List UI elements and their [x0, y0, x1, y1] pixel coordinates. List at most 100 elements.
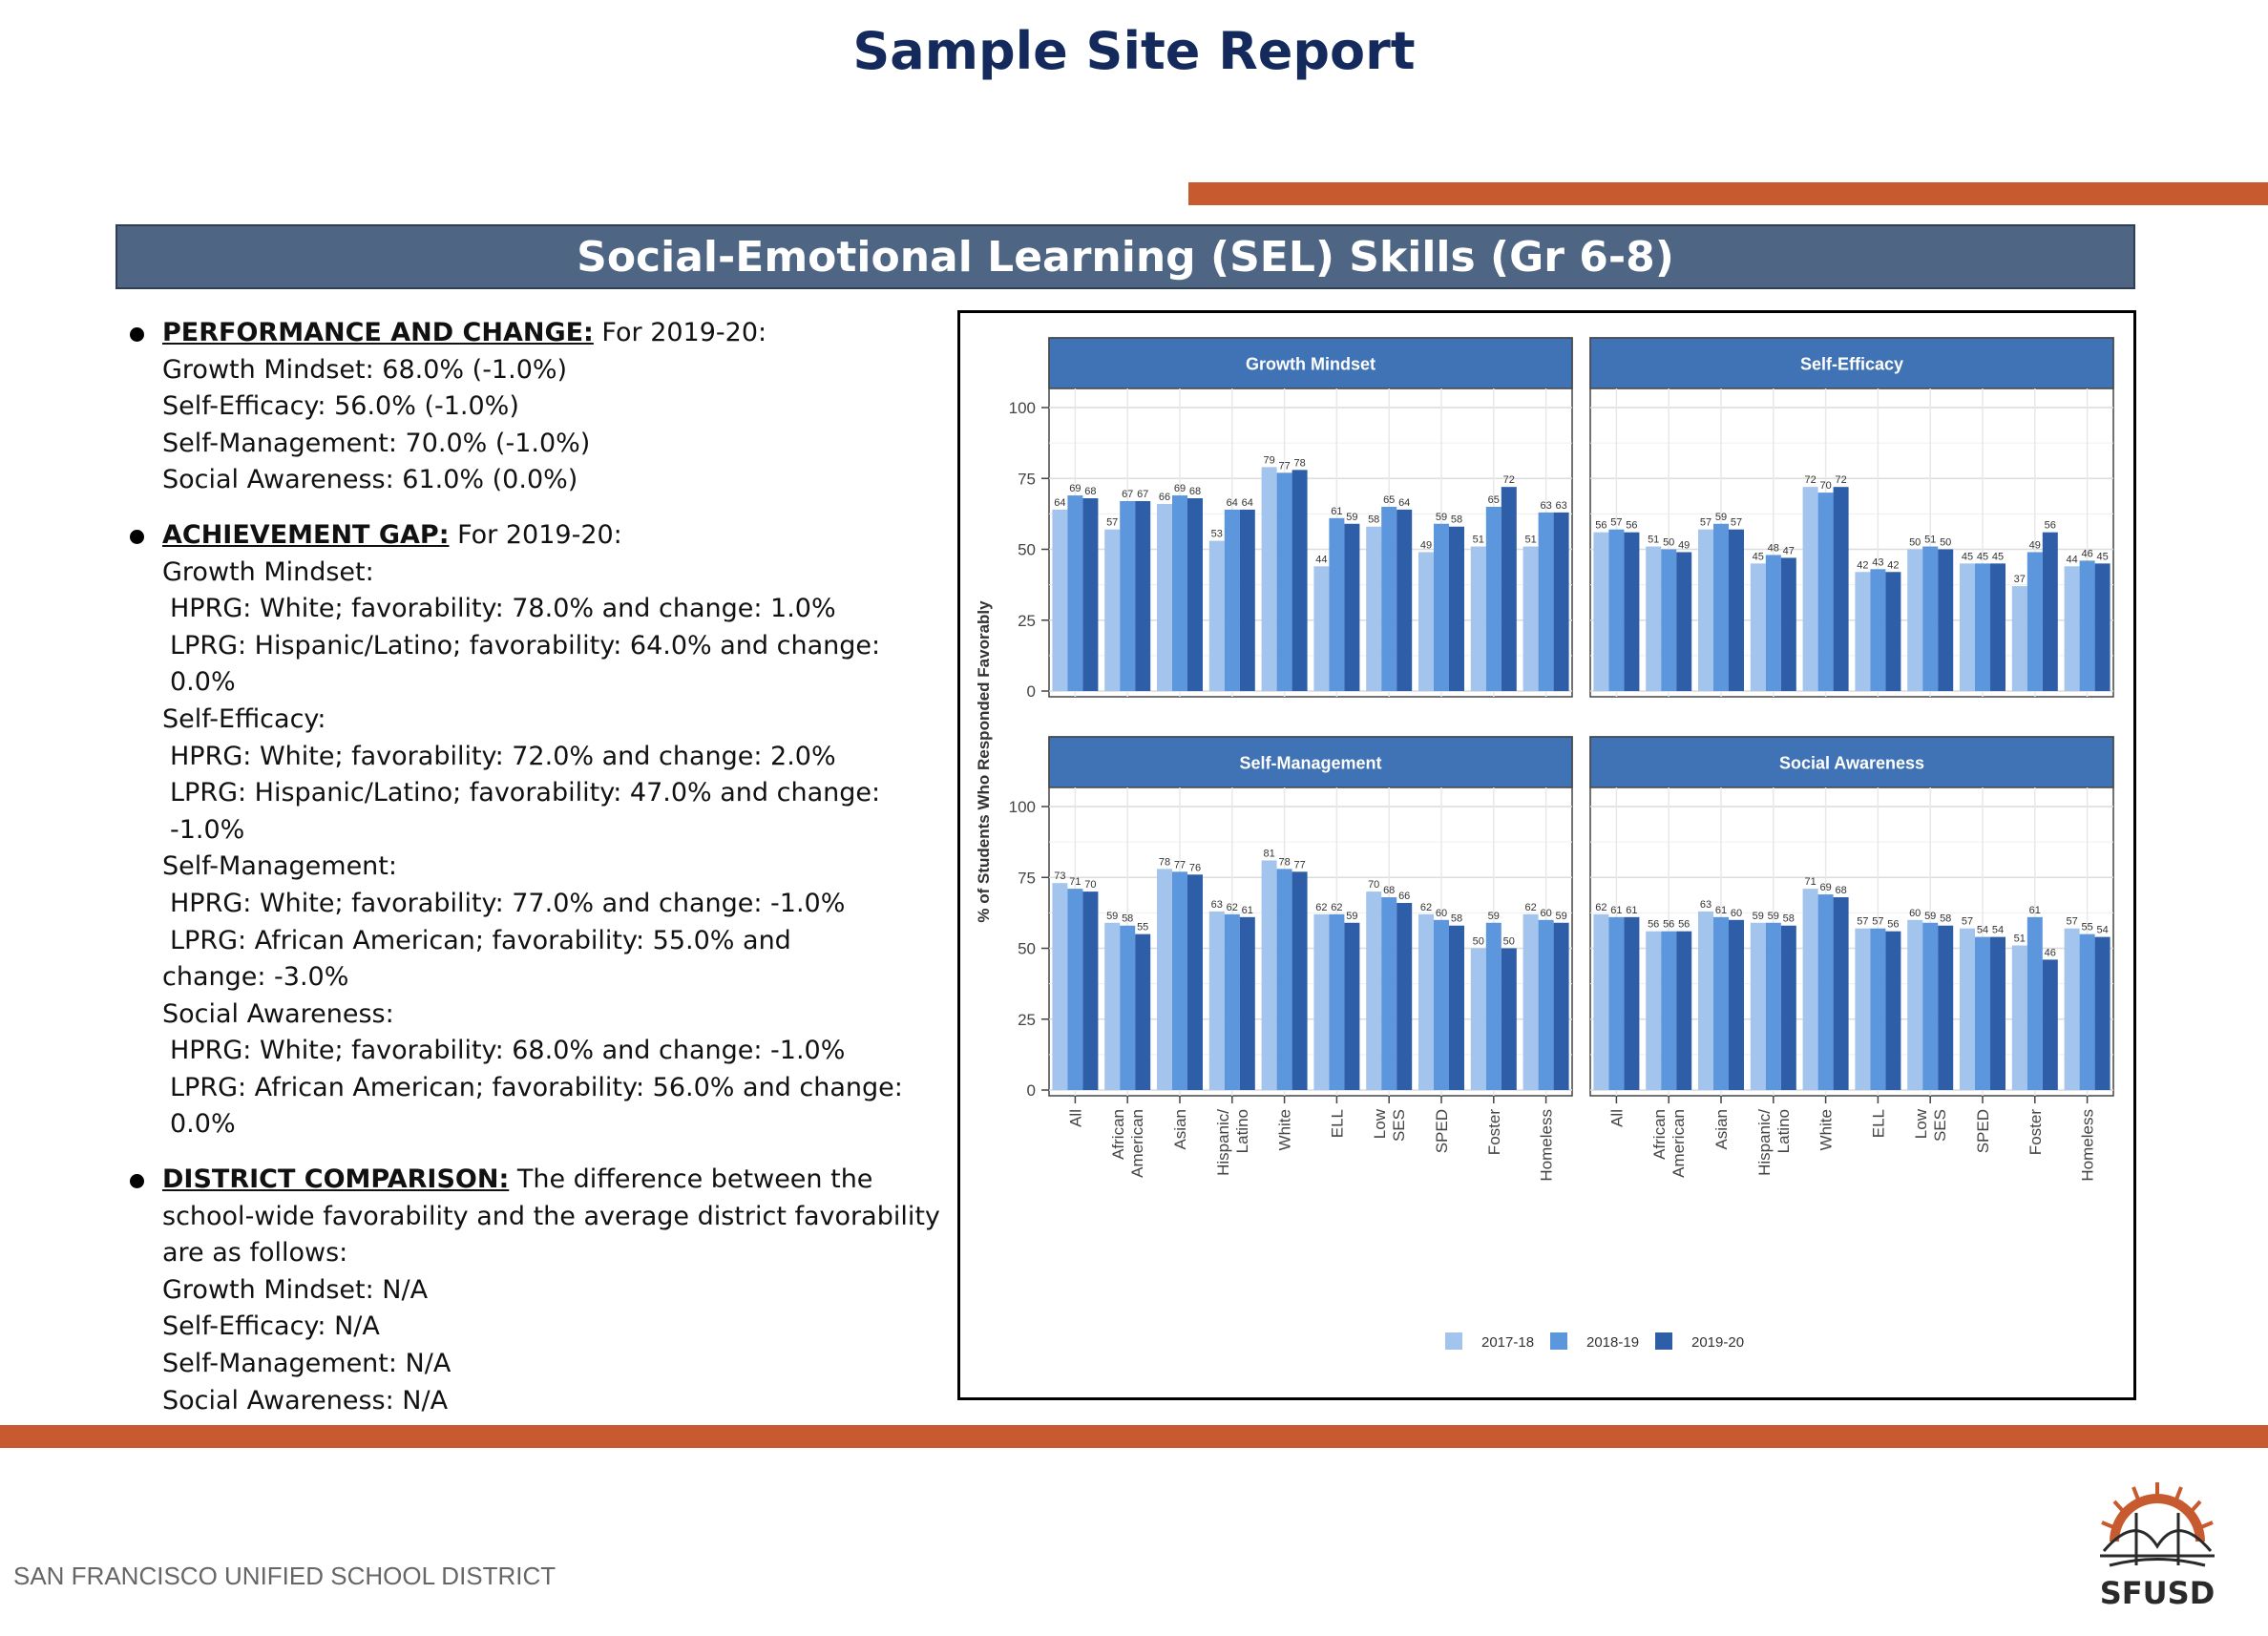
bar-value-label: 44	[1315, 554, 1327, 565]
bar-value-label: 58	[1940, 913, 1951, 925]
bar-value-label: 78	[1278, 856, 1290, 868]
bullet-line: LPRG: African American; favorability: 56…	[170, 1072, 903, 1140]
bar-value-label: 59	[1346, 911, 1357, 922]
bar	[2042, 959, 2058, 1090]
bar	[1922, 922, 1939, 1090]
bar-value-label: 59	[1106, 911, 1118, 922]
bar	[1366, 526, 1382, 691]
x-tick-label: AfricanAmerican	[1650, 1109, 1688, 1178]
bar-value-label: 68	[1383, 885, 1395, 896]
bar	[1538, 512, 1554, 691]
x-tick-label: White	[1817, 1109, 1836, 1150]
bar	[1713, 916, 1729, 1090]
panel-title: Growth Mindset	[1246, 355, 1376, 374]
bar-value-label: 49	[1420, 539, 1432, 551]
bar-value-label: 60	[1909, 908, 1921, 919]
bar-value-label: 53	[1211, 529, 1223, 540]
bar-value-label: 59	[1488, 911, 1500, 922]
bar	[1313, 566, 1330, 691]
bar	[1276, 472, 1292, 691]
x-tick-label: All	[1066, 1109, 1084, 1127]
bar-value-label: 69	[1174, 483, 1186, 494]
bar	[1470, 948, 1486, 1090]
bullet-section: DISTRICT COMPARISON: The difference betw…	[126, 1162, 947, 1419]
bar	[1802, 889, 1818, 1090]
bullet-line: change: -3.0%	[162, 962, 349, 993]
bar-value-label: 61	[1331, 506, 1342, 517]
bar	[1135, 933, 1151, 1090]
panel-title: Self-Efficacy	[1800, 355, 1903, 374]
bullet-lead-text: The difference between the school-wide f…	[162, 1164, 940, 1269]
bar-value-label: 58	[1451, 913, 1462, 925]
bar	[1780, 557, 1796, 691]
bar	[1698, 529, 1713, 691]
bar-value-label: 67	[1122, 489, 1133, 500]
footer-district-name: SAN FRANCISCO UNIFIED SCHOOL DISTRICT	[13, 1562, 556, 1590]
x-tick-label: AfricanAmerican	[1109, 1109, 1146, 1178]
bar-value-label: 78	[1159, 856, 1170, 868]
bar	[2064, 566, 2080, 691]
bar-value-label: 51	[1648, 535, 1659, 546]
bar-value-label: 68	[1084, 486, 1096, 497]
bar	[1120, 501, 1136, 691]
bar-value-label: 59	[1436, 512, 1447, 523]
bar-value-label: 67	[1137, 489, 1148, 500]
bullet-heading-line: PERFORMANCE AND CHANGE: For 2019-20:	[162, 315, 947, 352]
bullet-line: LPRG: Hispanic/Latino; favorability: 47.…	[170, 778, 881, 845]
bar-value-label: 51	[2014, 933, 2026, 945]
bar	[1082, 498, 1099, 691]
bar	[1485, 506, 1502, 691]
bar	[1082, 891, 1099, 1090]
bar	[1157, 869, 1172, 1090]
bullet-line: Self-Efficacy: N/A	[162, 1311, 380, 1342]
bar	[1470, 546, 1486, 691]
bullet-line: Self-Management: 70.0% (-1.0%)	[162, 428, 591, 458]
bar	[1624, 916, 1640, 1090]
x-tick-label-part: Asian	[1171, 1109, 1189, 1150]
bar	[1344, 922, 1360, 1090]
bar-value-label: 50	[1663, 537, 1674, 549]
bar-value-label: 57	[1610, 517, 1622, 529]
bar-value-label: 54	[1977, 925, 1988, 936]
bar-value-label: 68	[1189, 486, 1201, 497]
bar-value-label: 57	[1700, 517, 1712, 529]
bar-value-label: 50	[1909, 537, 1921, 549]
bar-value-label: 69	[1069, 483, 1081, 494]
panel-header	[1589, 337, 2114, 389]
bar-value-label: 49	[2029, 539, 2041, 551]
bar	[1855, 572, 1871, 691]
bar	[1833, 897, 1849, 1090]
bar	[1224, 509, 1240, 691]
bar	[1661, 931, 1677, 1090]
bar-value-label: 43	[1872, 556, 1883, 568]
bar-value-label: 61	[1626, 905, 1637, 916]
x-tick-label-part: American	[1128, 1109, 1146, 1178]
x-tick-label: LowSES	[1912, 1108, 1949, 1142]
bar-value-label: 64	[1054, 497, 1065, 509]
bar-value-label: 59	[1768, 911, 1779, 922]
y-tick-label: 0	[1027, 682, 1036, 701]
bar-value-label: 56	[1678, 919, 1690, 931]
bar	[2011, 945, 2027, 1090]
section-banner: Social-Emotional Learning (SEL) Skills (…	[116, 224, 2135, 289]
bar	[1172, 495, 1187, 691]
bar	[1239, 509, 1255, 691]
bar-value-label: 61	[1610, 905, 1622, 916]
x-tick-label-part: Foster	[1485, 1109, 1503, 1156]
y-axis-title: % of Students Who Responded Favorably	[975, 600, 993, 923]
bar	[1067, 495, 1083, 691]
bar	[1292, 871, 1308, 1090]
bar-value-label: 46	[2081, 548, 2092, 559]
bullet-line: LPRG: African American; favorability: 55…	[170, 925, 791, 955]
bar	[1187, 874, 1203, 1090]
bar	[1276, 869, 1292, 1090]
bar	[1593, 913, 1609, 1090]
bullet-line: HPRG: White; favorability: 72.0% and cha…	[170, 741, 836, 771]
bar	[1313, 913, 1330, 1090]
bullet-section: PERFORMANCE AND CHANGE: For 2019-20: Grow…	[126, 315, 947, 499]
bar-value-label: 45	[1977, 551, 1988, 562]
bullet-line: HPRG: White; favorability: 77.0% and cha…	[170, 888, 846, 918]
x-tick-label-part: American	[1670, 1109, 1688, 1178]
x-tick-label: Asian	[1712, 1109, 1731, 1150]
x-tick-label: White	[1276, 1109, 1294, 1150]
